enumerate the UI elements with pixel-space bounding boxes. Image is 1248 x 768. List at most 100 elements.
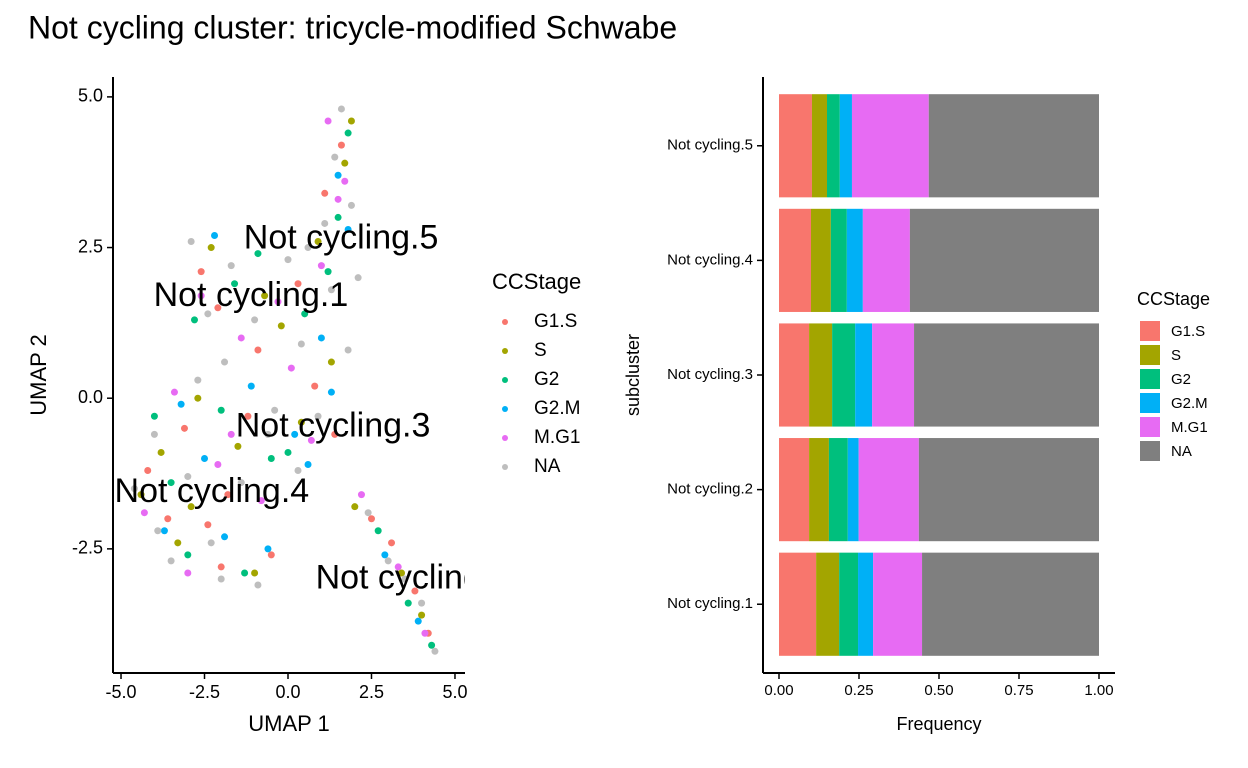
point [344, 129, 352, 137]
y-tick-label: 5.0 [78, 86, 103, 106]
cluster-label: Not cycling.3 [236, 407, 431, 445]
point [251, 569, 259, 577]
point [201, 454, 209, 462]
bar-segment [918, 438, 1099, 542]
x-tick-label: 0.00 [764, 682, 793, 699]
point [388, 539, 396, 547]
point [314, 238, 322, 246]
point [384, 557, 392, 565]
point [214, 304, 222, 312]
bar-segment [839, 552, 859, 656]
point [217, 563, 225, 571]
legend-label: M.G1 [1171, 419, 1208, 436]
point [321, 219, 329, 227]
point [221, 358, 229, 366]
point [267, 454, 275, 462]
bar-segment [847, 438, 859, 542]
legend-swatch [1140, 369, 1160, 389]
point [284, 256, 292, 264]
y-tick-label: Not cycling.5 [667, 137, 753, 154]
point [180, 424, 188, 432]
point [398, 569, 406, 577]
bar-segment [914, 323, 1099, 427]
point [421, 629, 429, 637]
legend-swatch [502, 377, 508, 383]
bar-segment [827, 94, 840, 198]
point [197, 292, 205, 300]
point [418, 611, 426, 619]
point [197, 268, 205, 276]
point [257, 497, 265, 505]
point [341, 177, 349, 185]
bar-segment [851, 94, 929, 198]
point [317, 334, 325, 342]
legend-label: S [534, 340, 547, 361]
x-tick-label: -2.5 [189, 682, 220, 702]
y-tick-label: Not cycling.1 [667, 595, 753, 612]
bar-segment [811, 208, 831, 312]
point [187, 238, 195, 246]
point [150, 430, 158, 438]
legend-label: NA [534, 456, 561, 477]
point [304, 460, 312, 468]
bar-segment [779, 94, 812, 198]
point [414, 617, 422, 625]
point [341, 159, 349, 167]
point [244, 412, 252, 420]
point [428, 641, 436, 649]
point [130, 485, 138, 493]
legend-title: CCStage [492, 269, 581, 294]
bar-segment [855, 323, 873, 427]
y-tick-label: 2.5 [78, 236, 103, 256]
point [327, 286, 335, 294]
point [354, 274, 362, 282]
point [170, 388, 178, 396]
point [227, 430, 235, 438]
legend-label: G2 [534, 369, 559, 390]
point [327, 388, 335, 396]
point [184, 551, 192, 559]
x-tick-label: 0.25 [844, 682, 873, 699]
legend-swatch [502, 348, 508, 354]
bar-segment [779, 552, 817, 656]
bar-segment [779, 208, 811, 312]
point [287, 364, 295, 372]
point [364, 509, 372, 517]
bar-segment [816, 552, 840, 656]
point [374, 527, 382, 535]
point [381, 551, 389, 559]
legend-label: G2 [1171, 371, 1191, 388]
point [337, 105, 345, 113]
legend-label: G2.M [1171, 395, 1208, 412]
point [207, 244, 215, 252]
scatter-panel: Not cycling.5 Not cycling.1 Not cycling.3 N… [115, 105, 465, 655]
point [367, 515, 375, 523]
point [307, 436, 315, 444]
x-tick-label: -5.0 [105, 682, 136, 702]
legend-title: CCStage [1137, 289, 1210, 309]
point [251, 316, 259, 324]
legend-label: NA [1171, 443, 1192, 460]
point [184, 473, 192, 481]
point [321, 189, 329, 197]
point [277, 322, 285, 330]
point [334, 213, 342, 221]
bar-segment [858, 438, 919, 542]
point [297, 340, 305, 348]
point [237, 479, 245, 487]
point [224, 491, 232, 499]
x-axis-title: UMAP 1 [248, 711, 330, 736]
point [431, 647, 439, 655]
bar-segment [779, 323, 810, 427]
point [241, 569, 249, 577]
point [234, 442, 242, 450]
point [324, 117, 332, 125]
x-axis-title: Frequency [896, 714, 981, 734]
point [264, 430, 272, 438]
point [357, 491, 365, 499]
point [291, 430, 299, 438]
point [331, 153, 339, 161]
point [394, 563, 402, 571]
bar-segment [828, 438, 848, 542]
